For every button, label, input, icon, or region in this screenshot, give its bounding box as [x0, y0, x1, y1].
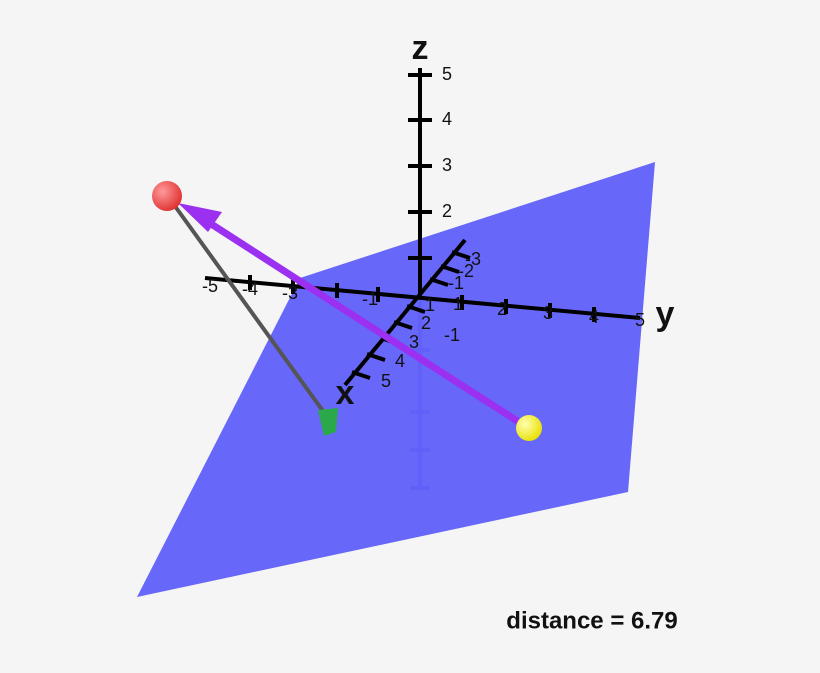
y-tick-label: 4: [589, 307, 599, 327]
x-tick-label: -3: [465, 249, 481, 269]
z-tick-label: 3: [442, 155, 452, 175]
z-tick-label: 4: [442, 109, 452, 129]
x-tick-label: 1: [425, 295, 435, 315]
z-tick-label: 5: [442, 64, 452, 84]
y-tick-label: -1: [362, 289, 378, 309]
x-axis: [343, 238, 471, 387]
x-tick-label: -2: [458, 261, 474, 281]
projection-line: [170, 200, 330, 420]
y-tick-label: 5: [635, 310, 645, 330]
y-axis: [204, 275, 641, 322]
z-axis: [408, 68, 432, 297]
x-tick-label: 3: [409, 332, 419, 352]
green-arrowhead: [318, 408, 338, 436]
x-axis-label: x: [336, 374, 355, 412]
y-tick-label: -4: [242, 279, 258, 299]
y-tick-label: -3: [282, 283, 298, 303]
x-tick-label: -1: [448, 273, 464, 293]
z-tick-label: -1: [444, 325, 460, 345]
y-tick-label: 1: [453, 294, 463, 314]
x-tick-label: 4: [395, 351, 405, 371]
plane: [137, 162, 655, 597]
vector: [203, 217, 527, 429]
y-tick-label: 2: [497, 299, 507, 319]
z-tick-label: 2: [442, 201, 452, 221]
z-axis-label: z: [412, 29, 429, 67]
point-red: [152, 181, 182, 211]
vector-head: [178, 203, 222, 232]
point-yellow: [516, 415, 542, 441]
y-tick-label: -5: [202, 276, 218, 296]
y-tick-label: 3: [543, 303, 553, 323]
x-tick-label: 5: [381, 371, 391, 391]
x-tick-label: 2: [421, 313, 431, 333]
distance: distance = 6.79: [506, 607, 677, 634]
y-axis-label: y: [656, 295, 675, 333]
